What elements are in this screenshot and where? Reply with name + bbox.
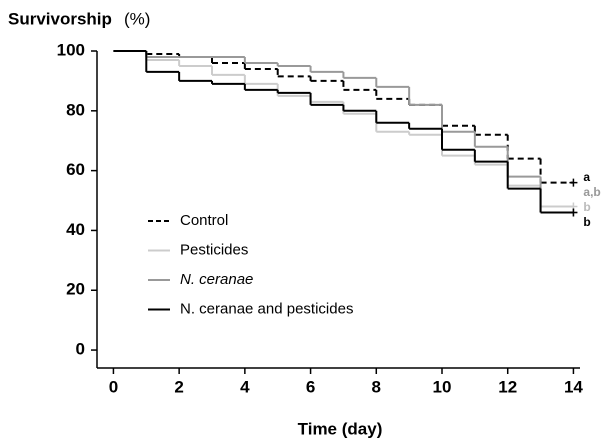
legend-label: N. ceranae (180, 271, 253, 288)
y-tick-label: 20 (66, 280, 85, 299)
y-tick-label: 0 (76, 340, 85, 359)
y-tick-label: 60 (66, 160, 85, 179)
y-axis-unit: (%) (124, 9, 150, 28)
y-tick-label: 80 (66, 100, 85, 119)
x-tick-label: 10 (433, 377, 452, 396)
y-axis-title: Survivorship (8, 9, 112, 28)
group-annotation: b (583, 200, 590, 214)
group-annotation: a,b (583, 185, 600, 199)
group-annotation: b (583, 215, 590, 229)
x-tick-label: 12 (498, 377, 517, 396)
x-tick-label: 4 (240, 377, 250, 396)
y-tick-label: 100 (57, 40, 85, 59)
censor-mark (569, 208, 578, 217)
x-tick-label: 6 (306, 377, 315, 396)
x-tick-label: 14 (564, 377, 583, 396)
group-annotation: a (583, 170, 590, 184)
censor-mark (569, 178, 578, 187)
y-tick-label: 40 (66, 220, 85, 239)
legend-label: N. ceranae and pesticides (180, 300, 353, 317)
x-axis-title: Time (day) (298, 419, 383, 438)
x-tick-label: 0 (109, 377, 118, 396)
legend-label: Control (180, 212, 228, 229)
x-tick-label: 8 (372, 377, 381, 396)
x-tick-label: 2 (174, 377, 183, 396)
legend-label: Pesticides (180, 241, 248, 258)
